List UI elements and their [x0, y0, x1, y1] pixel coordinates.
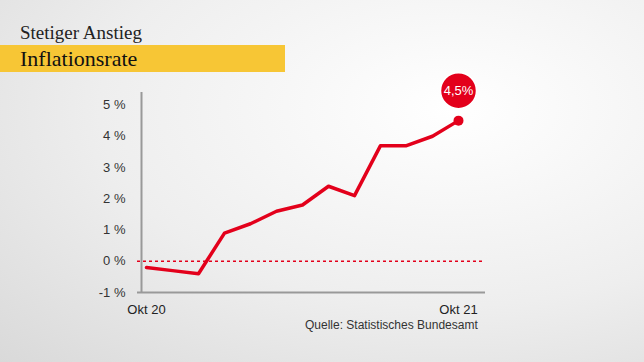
svg-text:0 %: 0 % — [103, 253, 126, 268]
svg-text:Okt 21: Okt 21 — [439, 302, 477, 317]
svg-text:4,5%: 4,5% — [444, 83, 474, 98]
svg-text:5 %: 5 % — [103, 97, 126, 112]
svg-text:3 %: 3 % — [103, 160, 126, 175]
html-text:Quelle: Statistisches Bundesam: Quelle: Statistisches Bundesamt — [305, 318, 478, 332]
svg-text:1 %: 1 % — [103, 222, 126, 237]
svg-text:4 %: 4 % — [103, 128, 126, 143]
svg-text:2 %: 2 % — [103, 191, 126, 206]
html-text:Inflationsrate: Inflationsrate — [20, 46, 138, 71]
svg-text:Okt 20: Okt 20 — [127, 302, 165, 317]
svg-text:-1 %: -1 % — [99, 285, 126, 300]
html-text:Stetiger Anstieg: Stetiger Anstieg — [20, 22, 142, 43]
